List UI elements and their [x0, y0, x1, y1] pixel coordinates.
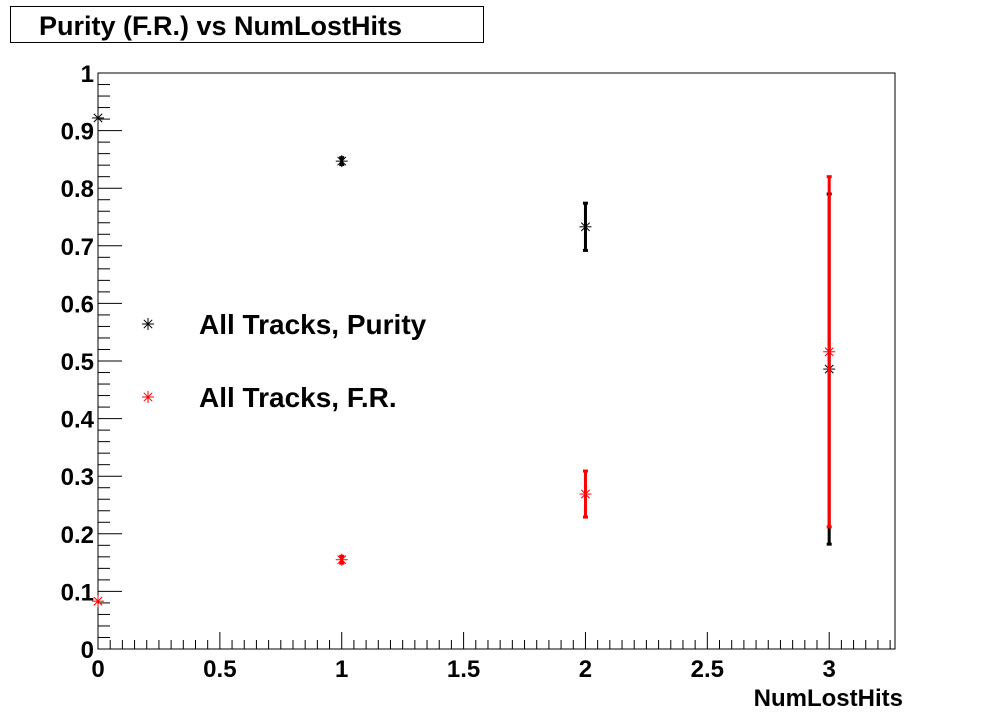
marker-stroke: [337, 156, 347, 166]
y-tick-label: 0.2: [61, 522, 94, 549]
data-point: [335, 155, 348, 168]
chart-title-box: Purity (F.R.) vs NumLostHits: [10, 6, 484, 43]
legend-marker: [142, 391, 154, 403]
marker-stroke: [93, 596, 103, 606]
chart-title: Purity (F.R.) vs NumLostHits: [39, 11, 403, 41]
marker-stroke: [580, 489, 591, 499]
x-tick-label: 0.5: [203, 656, 236, 683]
data-point: [579, 488, 592, 501]
y-tick-label: 1: [81, 61, 94, 88]
x-tick-label: 2.5: [691, 656, 724, 683]
series-1: [92, 175, 836, 608]
legend: All Tracks, Purity All Tracks, F.R.: [142, 309, 427, 413]
y-tick-label: 0.1: [61, 579, 94, 606]
x-tick-label: 1: [335, 656, 348, 683]
x-tick-label: 0: [91, 656, 104, 683]
y-tick-label: 0.6: [61, 291, 94, 318]
legend-label: All Tracks, F.R.: [199, 382, 397, 413]
y-tick-label: 0.3: [61, 464, 94, 491]
marker-stroke: [93, 113, 103, 123]
x-tick-label: 1.5: [447, 656, 480, 683]
y-tick-label: 0.7: [61, 234, 94, 261]
marker-stroke: [580, 222, 591, 232]
marker-stroke: [143, 392, 153, 402]
plot-frame: [97, 72, 896, 650]
data-point: [335, 553, 348, 566]
x-tick-label: 3: [823, 656, 836, 683]
data-point: [92, 595, 104, 608]
y-tick-label: 0.8: [61, 176, 94, 203]
y-tick-label: 0.9: [61, 119, 94, 146]
legend-marker: [142, 318, 154, 330]
y-tick-label: 0.4: [61, 407, 95, 434]
data-point: [92, 111, 104, 124]
data-point: [823, 345, 836, 358]
y-tick-label: 0: [81, 637, 94, 664]
data-point: [579, 220, 592, 233]
marker-stroke: [337, 555, 347, 565]
marker-stroke: [824, 347, 834, 357]
legend-label: All Tracks, Purity: [199, 309, 427, 340]
x-tick-label: 2: [579, 656, 592, 683]
marker-stroke: [143, 319, 153, 329]
y-tick-label: 0.5: [61, 349, 94, 376]
x-axis-label: NumLostHits: [754, 685, 903, 712]
